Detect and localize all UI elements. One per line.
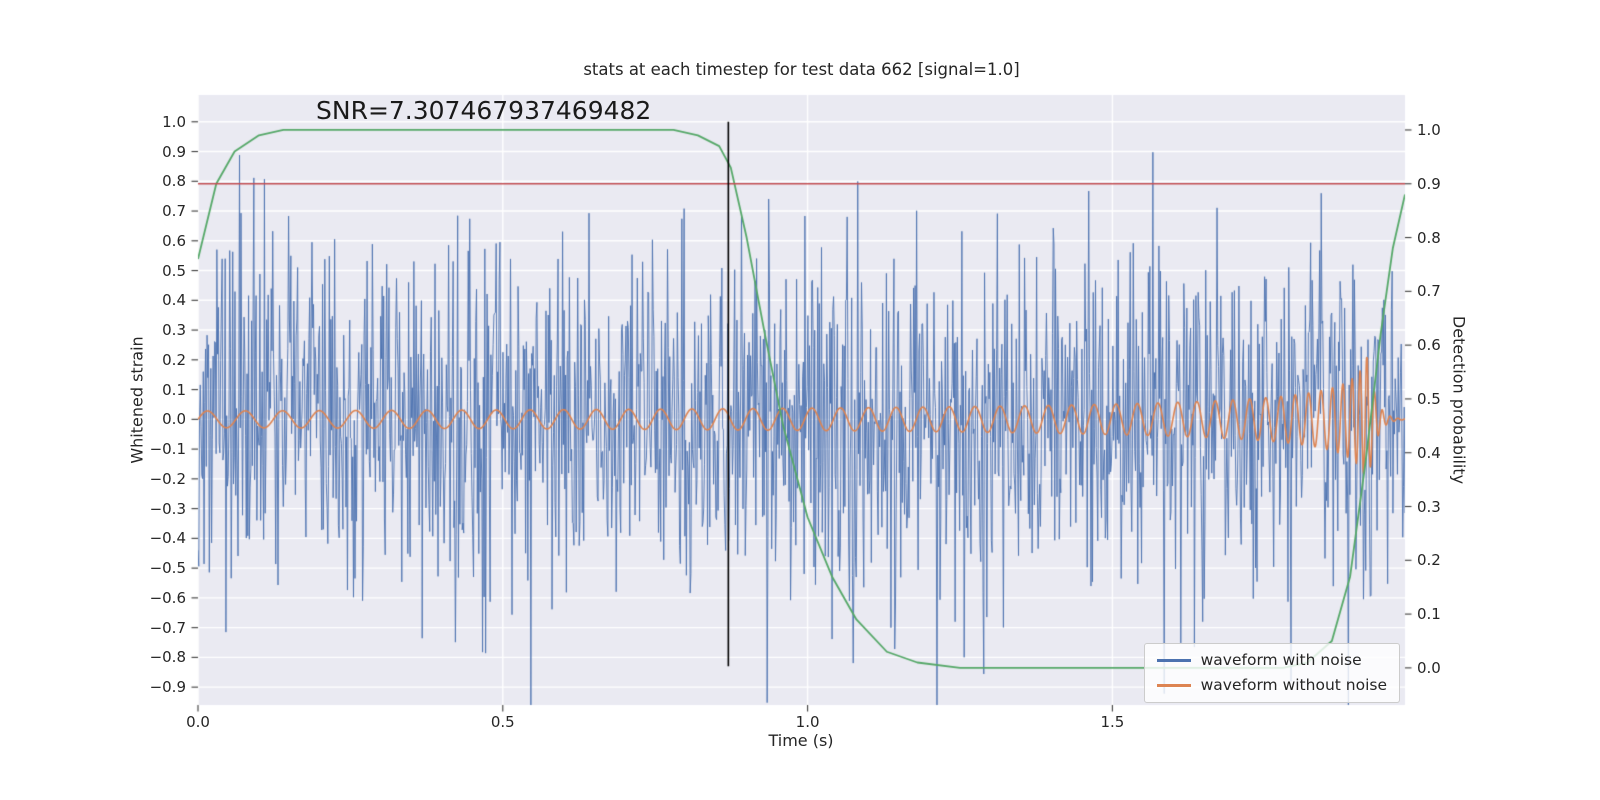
y-tick-label-right: 0.7 <box>1417 282 1441 301</box>
y-tick-label-left: −0.7 <box>149 618 186 637</box>
y-tick-label-left: −0.4 <box>149 529 186 548</box>
snr-annotation: SNR=7.307467937469482 <box>316 96 652 125</box>
y-tick-label-left: 0.7 <box>162 202 186 221</box>
legend-line-swatch <box>1156 659 1191 662</box>
legend-item: waveform without noise <box>1156 675 1387 696</box>
legend-label: waveform without noise <box>1200 676 1387 694</box>
y-tick-label-left: −0.9 <box>149 678 186 697</box>
x-tick-label: 1.0 <box>795 713 820 731</box>
y-tick-label-right: 0.1 <box>1417 605 1441 624</box>
y-axis-label-right: Detection probability <box>1449 315 1469 485</box>
y-tick-label-left: −0.6 <box>149 588 186 607</box>
x-tick-label: 0.5 <box>490 713 515 731</box>
y-tick-label-right: 0.2 <box>1417 551 1441 570</box>
y-tick-label-left: −0.8 <box>149 648 186 667</box>
y-tick-label-left: −0.1 <box>149 440 186 459</box>
y-tick-label-left: 1.0 <box>162 112 186 131</box>
y-tick-label-left: −0.3 <box>149 499 186 518</box>
y-tick-label-left: 0.2 <box>162 350 186 369</box>
y-axis-label-left: Whitened strain <box>127 336 147 464</box>
y-tick-label-right: 0.3 <box>1417 497 1441 516</box>
y-tick-label-left: 0.5 <box>162 261 186 280</box>
legend-item: waveform with noise <box>1156 650 1387 671</box>
y-tick-label-right: 0.8 <box>1417 228 1441 247</box>
x-tick-label: 1.5 <box>1100 713 1125 731</box>
y-tick-label-right: 0.9 <box>1417 174 1441 193</box>
y-tick-label-right: 0.0 <box>1417 658 1441 677</box>
y-tick-label-right: 0.6 <box>1417 336 1441 355</box>
y-tick-label-left: 0.1 <box>162 380 186 399</box>
y-tick-label-left: 0.3 <box>162 321 186 340</box>
y-tick-label-left: 0.6 <box>162 231 186 250</box>
legend: waveform with noise waveform without nois… <box>1143 643 1400 703</box>
y-tick-label-left: 0.0 <box>162 410 186 429</box>
y-tick-label-left: 0.9 <box>162 142 186 161</box>
legend-line-swatch <box>1156 684 1191 687</box>
y-tick-label-left: −0.2 <box>149 469 186 488</box>
y-tick-label-right: 0.5 <box>1417 389 1441 408</box>
x-tick-label: 0.0 <box>186 713 210 731</box>
y-tick-label-left: 0.4 <box>162 291 186 310</box>
chart-title: stats at each timestep for test data 662… <box>583 60 1020 79</box>
x-axis-label: Time (s) <box>768 731 834 750</box>
y-tick-label-right: 1.0 <box>1417 120 1441 139</box>
legend-label: waveform with noise <box>1200 651 1362 669</box>
y-tick-label-left: 0.8 <box>162 172 186 191</box>
y-tick-label-right: 0.4 <box>1417 443 1441 462</box>
y-tick-label-left: −0.5 <box>149 559 186 578</box>
